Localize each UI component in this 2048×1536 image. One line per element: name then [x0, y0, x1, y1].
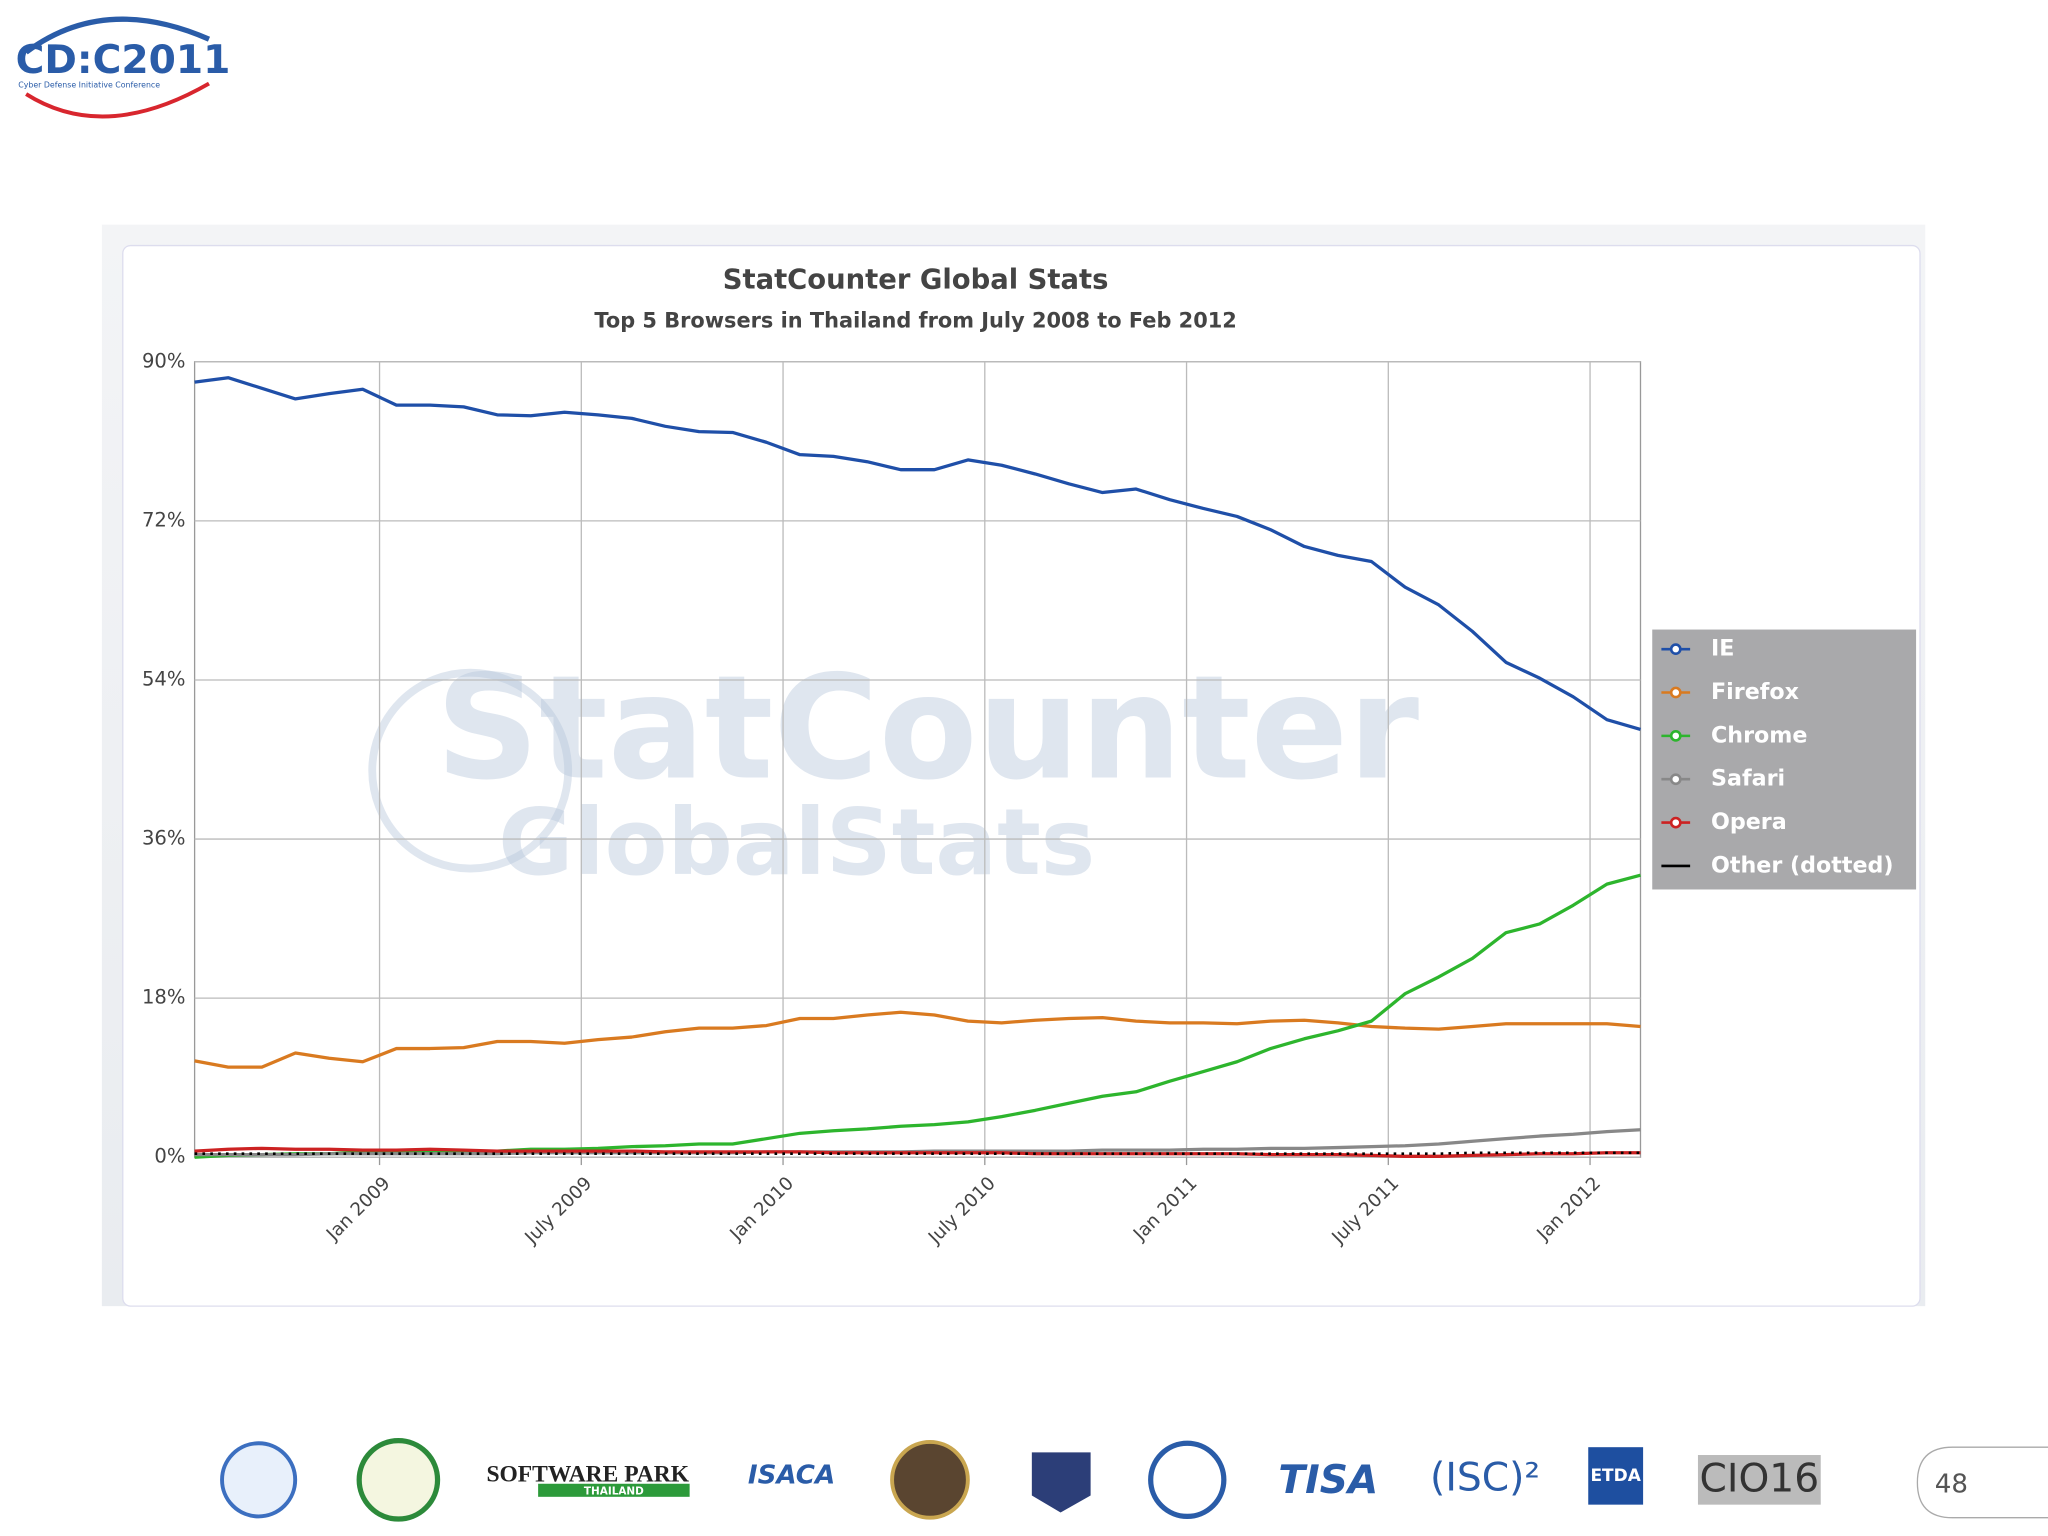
legend-label: Firefox	[1711, 679, 1799, 705]
legend-label: IE	[1711, 636, 1734, 662]
legend-label: Other (dotted)	[1711, 852, 1894, 878]
logo-text: CD:C2011	[16, 38, 231, 83]
page-number-tab	[1916, 1446, 2048, 1519]
y-tick-label: 0%	[154, 1145, 185, 1168]
logo-text: ETDA	[1590, 1466, 1641, 1486]
series-line	[194, 1010, 1641, 1069]
watermark-globe	[368, 668, 573, 873]
header-logo: CD:C2011 Cyber Defense Initiative Confer…	[16, 16, 231, 119]
legend: IE Firefox Chrome Safari Opera Other (dotted)	[1661, 636, 1894, 878]
watermark: GlobalStats	[498, 789, 1095, 896]
logo-text: THAILAND	[584, 1486, 644, 1498]
logo-subtitle: Cyber Defense Initiative Conference	[18, 80, 160, 89]
page-number: 48	[1935, 1470, 1968, 1500]
logo-text: TISA	[1278, 1458, 1378, 1503]
legend-marker	[1669, 729, 1682, 742]
logo-text: CIO16	[1700, 1457, 1820, 1502]
series-line	[194, 873, 1641, 1159]
chart-title: StatCounter Global Stats	[723, 264, 1109, 295]
logo-text: (ISC)²	[1430, 1455, 1540, 1500]
series-line	[194, 376, 1641, 732]
logo-text: SOFTWARE PARK	[486, 1461, 689, 1487]
legend-marker	[1669, 643, 1682, 656]
chart-subtitle: Top 5 Browsers in Thailand from July 200…	[594, 308, 1236, 332]
plot-area	[193, 361, 1642, 1158]
legend-marker	[1669, 816, 1682, 829]
series-line	[194, 1151, 1641, 1156]
legend-marker	[1669, 686, 1682, 699]
y-tick-label: 72%	[142, 508, 186, 531]
watermark: StatCounter	[436, 645, 1420, 812]
y-tick-label: 54%	[142, 667, 186, 690]
legend-label: Safari	[1711, 766, 1785, 792]
legend-label: Chrome	[1711, 722, 1807, 748]
logo-text: ISACA	[748, 1460, 835, 1490]
legend-marker	[1669, 773, 1682, 786]
y-tick-label: 36%	[142, 827, 186, 850]
y-tick-label: 18%	[142, 986, 186, 1009]
legend-box	[1652, 629, 1917, 890]
footer-logos: SOFTWARE PARK THAILAND ISACA TISA (ISC)²…	[220, 1438, 1821, 1522]
legend-label: Opera	[1711, 809, 1787, 835]
y-tick-label: 90%	[142, 349, 186, 372]
